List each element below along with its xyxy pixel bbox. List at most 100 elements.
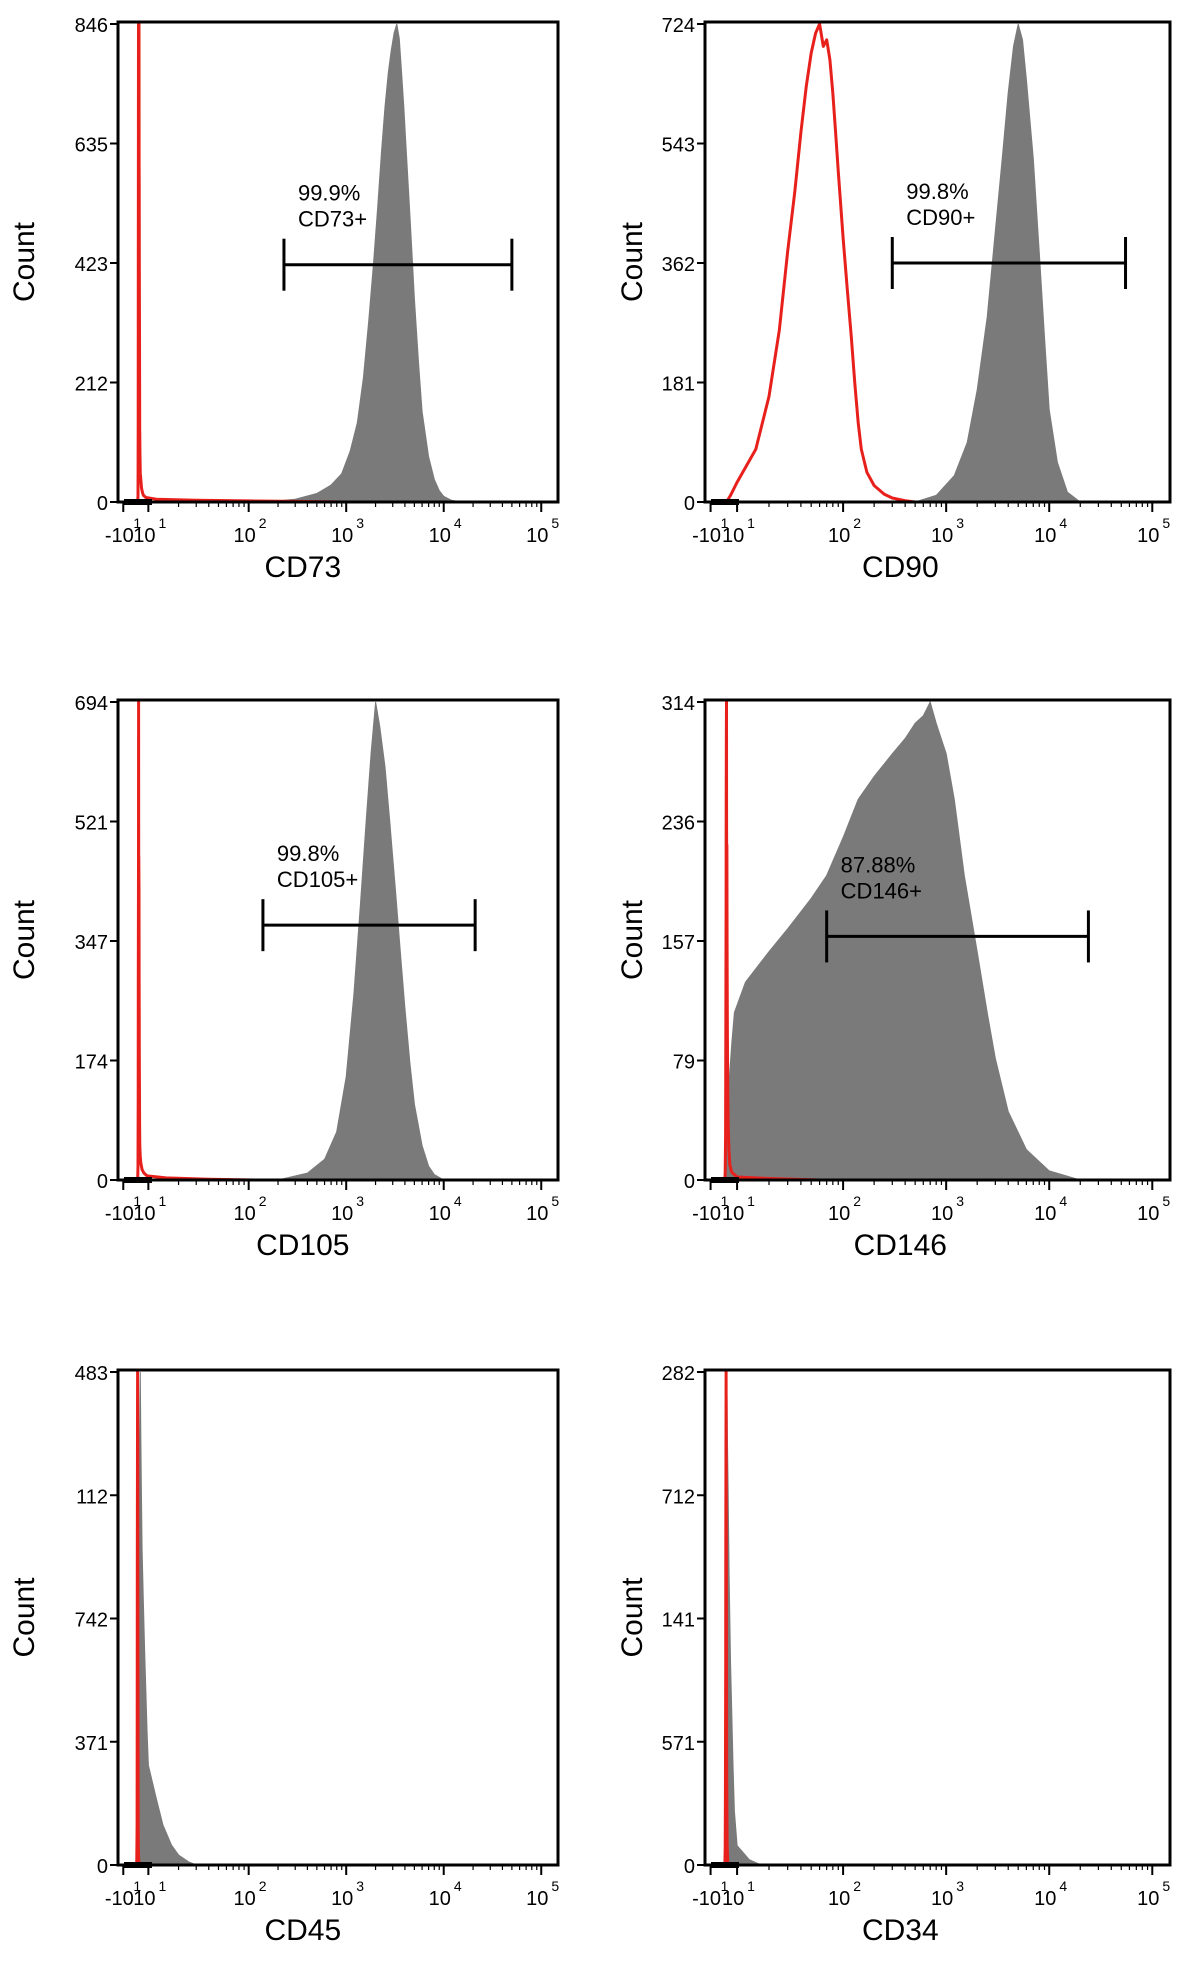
x-tick-exponent: 1 (747, 1193, 755, 1209)
x-tick-label: 10 (1034, 1888, 1056, 1910)
x-tick-label: 10 (1034, 1203, 1056, 1225)
gate-percent-label: 99.8% (277, 841, 339, 866)
x-axis-label: CD34 (862, 1914, 939, 1947)
x-tick-exponent: 5 (1162, 1193, 1170, 1209)
stained-histogram (265, 23, 461, 503)
x-tick-exponent: 1 (158, 1878, 166, 1894)
stained-histogram (277, 701, 446, 1181)
x-axis-label: CD45 (264, 1914, 341, 1947)
x-tick-exponent: 5 (551, 1193, 559, 1209)
isotype-control-histogram (723, 700, 820, 1182)
axis-origin-marker (711, 499, 739, 505)
x-tick-exponent: 4 (454, 1193, 462, 1209)
histogram-panel-cd73: 0212423635846-101101102103104105CD73Coun… (8, 15, 560, 584)
x-axis-label: CD105 (256, 1229, 349, 1262)
y-tick-label: 0 (97, 1856, 108, 1878)
x-tick-exponent: 3 (356, 515, 364, 531)
x-tick-exponent: 1 (158, 1193, 166, 1209)
y-tick-label: 724 (662, 15, 695, 37)
x-tick-label: 10 (722, 1203, 744, 1225)
x-tick-label: 10 (331, 525, 353, 547)
y-tick-label: 141 (662, 1610, 695, 1632)
x-axis-label: CD73 (264, 551, 341, 584)
x-tick-label: 10 (526, 1888, 548, 1910)
x-tick-exponent: 2 (259, 1193, 267, 1209)
x-tick-exponent: 1 (133, 1193, 141, 1209)
x-tick-label: 10 (429, 1203, 451, 1225)
x-tick-label: -10 (692, 1888, 721, 1910)
x-tick-exponent: 3 (356, 1193, 364, 1209)
y-tick-label: 0 (97, 1171, 108, 1193)
y-tick-label: 423 (75, 254, 108, 276)
y-tick-label: 347 (75, 932, 108, 954)
stained-histogram (724, 1371, 770, 1866)
x-tick-exponent: 2 (853, 515, 861, 531)
x-tick-exponent: 3 (356, 1878, 364, 1894)
x-axis-label: CD90 (862, 551, 939, 584)
x-tick-label: 10 (331, 1203, 353, 1225)
gate-marker-label: CD105+ (277, 867, 358, 892)
positive-gate: 99.9%CD73+ (282, 181, 514, 291)
x-tick-label: -10 (105, 1888, 134, 1910)
y-tick-label: 483 (75, 1363, 108, 1385)
x-tick-exponent: 4 (1059, 1878, 1067, 1894)
histogram-panel-cd146: 079157236314-101101102103104105CD146Coun… (616, 693, 1172, 1262)
isotype-control-histogram (725, 22, 916, 504)
plot-frame (116, 698, 560, 1182)
y-tick-label: 157 (662, 932, 695, 954)
y-tick-label: 846 (75, 15, 108, 37)
plot-frame (703, 1368, 1172, 1867)
x-tick-label: 10 (1137, 525, 1159, 547)
x-tick-exponent: 1 (747, 515, 755, 531)
histogram-panel-cd34: 0571141712282-101101102103104105CD34Coun… (616, 1363, 1172, 1947)
positive-gate: 99.8%CD105+ (261, 841, 477, 952)
y-tick-label: 282 (662, 1363, 695, 1385)
x-tick-label: 10 (931, 1203, 953, 1225)
y-tick-label: 362 (662, 254, 695, 276)
y-tick-label: 174 (75, 1052, 108, 1074)
gate-percent-label: 99.8% (906, 179, 968, 204)
x-tick-exponent: 1 (747, 1878, 755, 1894)
x-tick-label: 10 (931, 1888, 953, 1910)
x-tick-exponent: 1 (721, 1193, 729, 1209)
gate-marker-label: CD90+ (906, 205, 975, 230)
x-tick-label: 10 (234, 1888, 256, 1910)
y-tick-label: 79 (673, 1052, 695, 1074)
x-tick-label: 10 (429, 525, 451, 547)
x-tick-label: 10 (133, 1888, 155, 1910)
isotype-control-histogram (723, 1370, 730, 1866)
x-tick-exponent: 3 (956, 1193, 964, 1209)
isotype-control-histogram (136, 22, 347, 504)
y-tick-label: 0 (684, 1856, 695, 1878)
y-axis-label: Count (616, 899, 649, 980)
y-tick-label: 212 (75, 374, 108, 396)
x-tick-label: -10 (105, 525, 134, 547)
x-tick-label: 10 (828, 525, 850, 547)
histogram-panel-cd90: 0181362543724-101101102103104105CD90Coun… (616, 15, 1172, 584)
x-tick-exponent: 1 (133, 515, 141, 531)
x-tick-label: 10 (828, 1888, 850, 1910)
y-tick-label: 0 (684, 493, 695, 515)
y-tick-label: 694 (75, 693, 108, 715)
x-tick-exponent: 2 (259, 1878, 267, 1894)
axis-origin-marker (711, 1862, 739, 1868)
y-axis-label: Count (616, 221, 649, 302)
histogram-panel-cd45: 0371742112483-101101102103104105CD45Coun… (8, 1363, 560, 1947)
x-tick-exponent: 2 (853, 1193, 861, 1209)
positive-gate: 99.8%CD90+ (890, 179, 1128, 289)
x-tick-label: 10 (331, 1888, 353, 1910)
y-tick-label: 571 (662, 1733, 695, 1755)
axis-origin-marker (711, 1177, 739, 1183)
y-tick-label: 742 (75, 1610, 108, 1632)
gate-marker-label: CD73+ (298, 207, 367, 232)
y-tick-label: 181 (662, 374, 695, 396)
y-tick-label: 543 (662, 135, 695, 157)
plot-frame (116, 20, 560, 504)
x-tick-label: 10 (133, 525, 155, 547)
gate-marker-label: CD146+ (841, 878, 922, 903)
x-tick-exponent: 5 (551, 1878, 559, 1894)
stained-histogram (723, 700, 1081, 1181)
x-tick-exponent: 1 (721, 515, 729, 531)
plot-frame (116, 1368, 560, 1867)
x-tick-exponent: 3 (956, 1878, 964, 1894)
